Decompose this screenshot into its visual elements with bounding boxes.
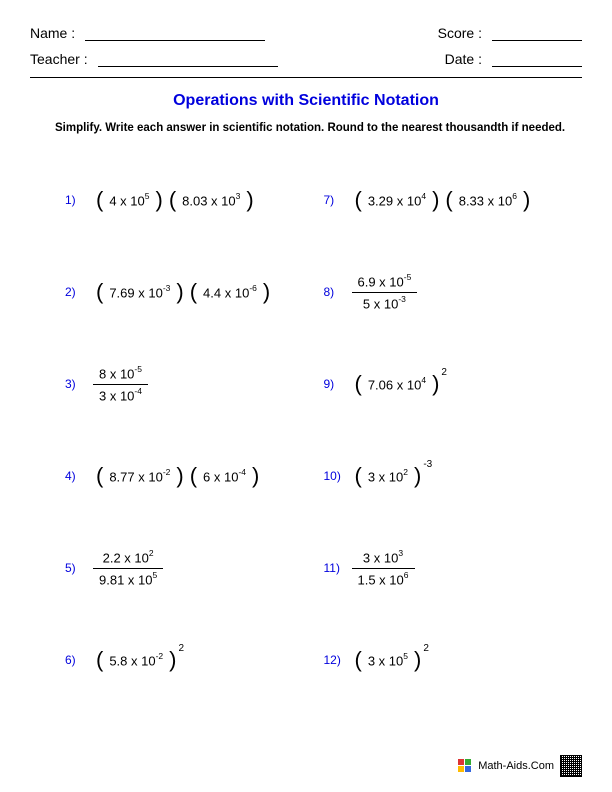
problem-item: 6)(5.8 x 10-2)2 <box>65 614 324 706</box>
problems-container: 1)(4 x 105)(8.03 x 103)2)(7.69 x 10-3)(4… <box>30 154 582 706</box>
problem-expression: (7.06 x 104)2 <box>352 371 447 397</box>
problem-expression: (3.29 x 104)(8.33 x 106) <box>352 187 534 213</box>
problem-item: 3)8 x 10-53 x 10-4 <box>65 338 324 430</box>
problem-expression: (8.77 x 10-2)(6 x 10-4) <box>93 463 262 489</box>
problems-col-left: 1)(4 x 105)(8.03 x 103)2)(7.69 x 10-3)(4… <box>65 154 324 706</box>
page-title: Operations with Scientific Notation <box>30 92 582 110</box>
problem-number: 8) <box>324 285 352 299</box>
date-label: Date : <box>445 51 482 67</box>
problem-expression: (3 x 105)2 <box>352 647 429 673</box>
problem-expression: 8 x 10-53 x 10-4 <box>93 363 148 405</box>
problem-item: 12)(3 x 105)2 <box>324 614 583 706</box>
problem-number: 6) <box>65 653 93 667</box>
problem-item: 5)2.2 x 1029.81 x 105 <box>65 522 324 614</box>
score-field: Score : <box>438 25 582 41</box>
header-row-1: Name : Score : <box>30 25 582 41</box>
header-divider <box>30 77 582 78</box>
problem-expression: (7.69 x 10-3)(4.4 x 10-6) <box>93 279 273 305</box>
logo-icon <box>458 759 472 773</box>
teacher-blank[interactable] <box>98 51 278 67</box>
problem-number: 11) <box>324 561 352 575</box>
name-label: Name : <box>30 25 75 41</box>
problem-expression: (5.8 x 10-2)2 <box>93 647 184 673</box>
problem-number: 2) <box>65 285 93 299</box>
problem-number: 7) <box>324 193 352 207</box>
teacher-label: Teacher : <box>30 51 88 67</box>
problems-col-right: 7)(3.29 x 104)(8.33 x 106)8)6.9 x 10-55 … <box>324 154 583 706</box>
date-field: Date : <box>445 51 582 67</box>
problem-expression: (4 x 105)(8.03 x 103) <box>93 187 257 213</box>
problem-item: 8)6.9 x 10-55 x 10-3 <box>324 246 583 338</box>
name-field: Name : <box>30 25 265 41</box>
footer: Math-Aids.Com <box>458 755 582 777</box>
problem-item: 11)3 x 1031.5 x 106 <box>324 522 583 614</box>
problem-expression: 3 x 1031.5 x 106 <box>352 547 415 589</box>
qr-icon <box>560 755 582 777</box>
name-blank[interactable] <box>85 25 265 41</box>
problem-number: 3) <box>65 377 93 391</box>
instructions: Simplify. Write each answer in scientifi… <box>55 122 582 134</box>
footer-site: Math-Aids.Com <box>478 760 554 772</box>
problem-expression: (3 x 102)-3 <box>352 463 433 489</box>
problem-item: 9)(7.06 x 104)2 <box>324 338 583 430</box>
score-label: Score : <box>438 25 482 41</box>
problem-expression: 2.2 x 1029.81 x 105 <box>93 547 163 589</box>
problem-item: 4)(8.77 x 10-2)(6 x 10-4) <box>65 430 324 522</box>
score-blank[interactable] <box>492 25 582 41</box>
problem-item: 7)(3.29 x 104)(8.33 x 106) <box>324 154 583 246</box>
problem-number: 1) <box>65 193 93 207</box>
header-row-2: Teacher : Date : <box>30 51 582 67</box>
problem-number: 10) <box>324 469 352 483</box>
problem-number: 9) <box>324 377 352 391</box>
problem-number: 12) <box>324 653 352 667</box>
teacher-field: Teacher : <box>30 51 278 67</box>
problem-item: 10)(3 x 102)-3 <box>324 430 583 522</box>
problem-number: 5) <box>65 561 93 575</box>
problem-expression: 6.9 x 10-55 x 10-3 <box>352 271 418 313</box>
date-blank[interactable] <box>492 51 582 67</box>
problem-item: 2)(7.69 x 10-3)(4.4 x 10-6) <box>65 246 324 338</box>
problem-number: 4) <box>65 469 93 483</box>
problem-item: 1)(4 x 105)(8.03 x 103) <box>65 154 324 246</box>
